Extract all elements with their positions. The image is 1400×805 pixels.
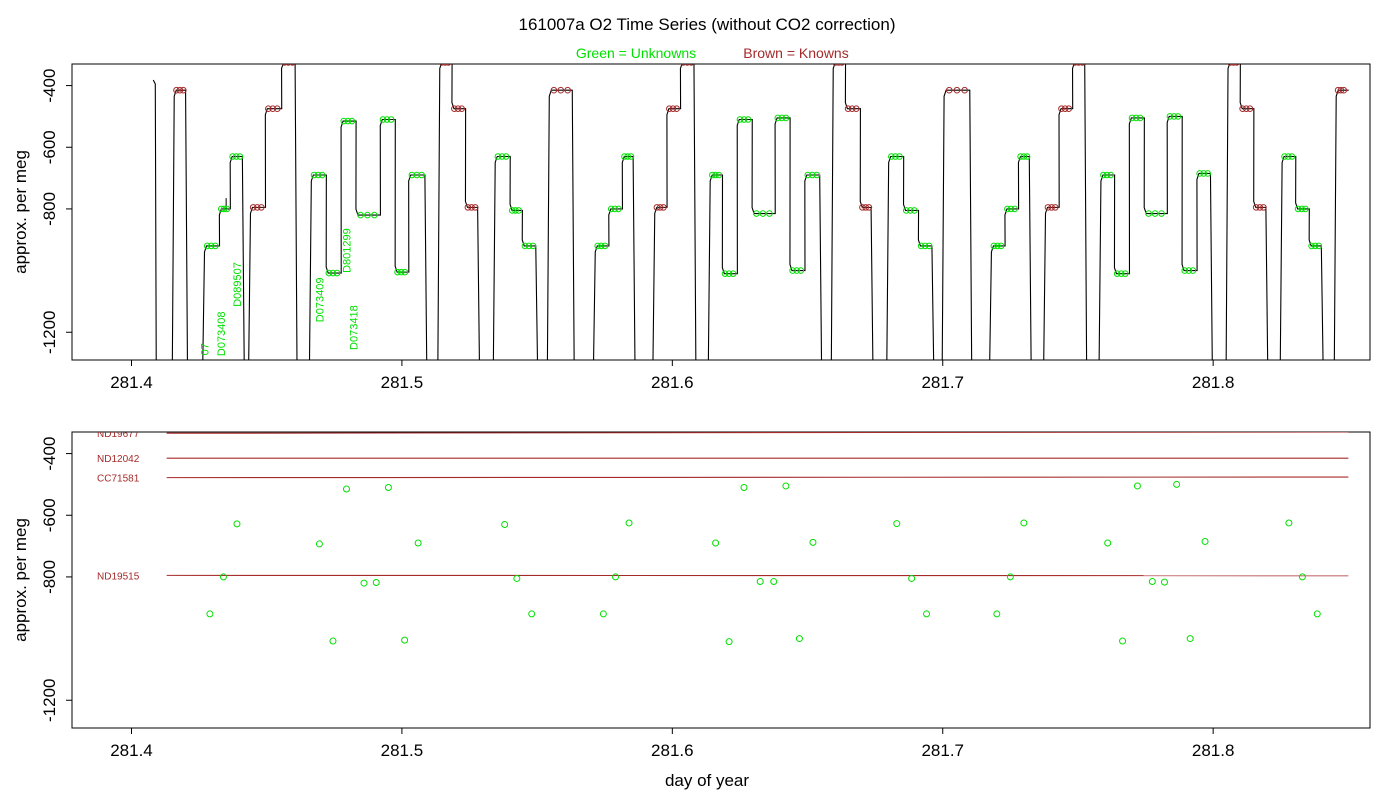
sample-label: D073418 (348, 305, 360, 350)
sample-label: D801299 (342, 228, 354, 273)
sample-label: D089507 (232, 262, 244, 307)
top-x-tick-label: 281.5 (381, 373, 424, 392)
sample-label: D073409 (314, 278, 326, 323)
top-x-tick-label: 281.6 (651, 373, 694, 392)
top-x-tick-label: 281.4 (110, 373, 153, 392)
legend-unknowns: Green = Unknowns (576, 45, 696, 61)
known-reference-label: ND12042 (97, 454, 140, 465)
top-x-tick-label: 281.8 (1192, 373, 1235, 392)
sample-label: D073408 (216, 311, 228, 356)
top-y-tick-label: -1200 (40, 311, 59, 354)
known-reference-line (167, 477, 1349, 478)
bottom-y-tick-label: -1200 (40, 679, 59, 722)
chart-title: 161007a O2 Time Series (without CO2 corr… (518, 15, 895, 34)
sample-label: 07 (200, 343, 212, 355)
top-y-tick-label: -600 (40, 130, 59, 164)
bottom-x-tick-label: 281.4 (110, 741, 153, 760)
bottom-y-tick-label: -600 (40, 498, 59, 532)
top-y-tick-label: -400 (40, 69, 59, 103)
known-reference-label: CC71581 (97, 474, 140, 485)
known-reference-label: ND19515 (97, 571, 140, 582)
bottom-y-axis-label: approx. per meg (11, 518, 30, 642)
bottom-x-tick-label: 281.7 (921, 741, 964, 760)
bottom-y-tick-label: -800 (40, 560, 59, 594)
bottom-x-tick-label: 281.6 (651, 741, 694, 760)
bottom-x-tick-label: 281.8 (1192, 741, 1235, 760)
top-x-tick-label: 281.7 (921, 373, 964, 392)
top-y-axis-label: approx. per meg (11, 150, 30, 274)
x-axis-label: day of year (665, 771, 749, 790)
bottom-y-tick-label: -400 (40, 437, 59, 471)
legend-knowns: Brown = Knowns (743, 45, 848, 61)
top-y-tick-label: -800 (40, 192, 59, 226)
bottom-x-tick-label: 281.5 (381, 741, 424, 760)
